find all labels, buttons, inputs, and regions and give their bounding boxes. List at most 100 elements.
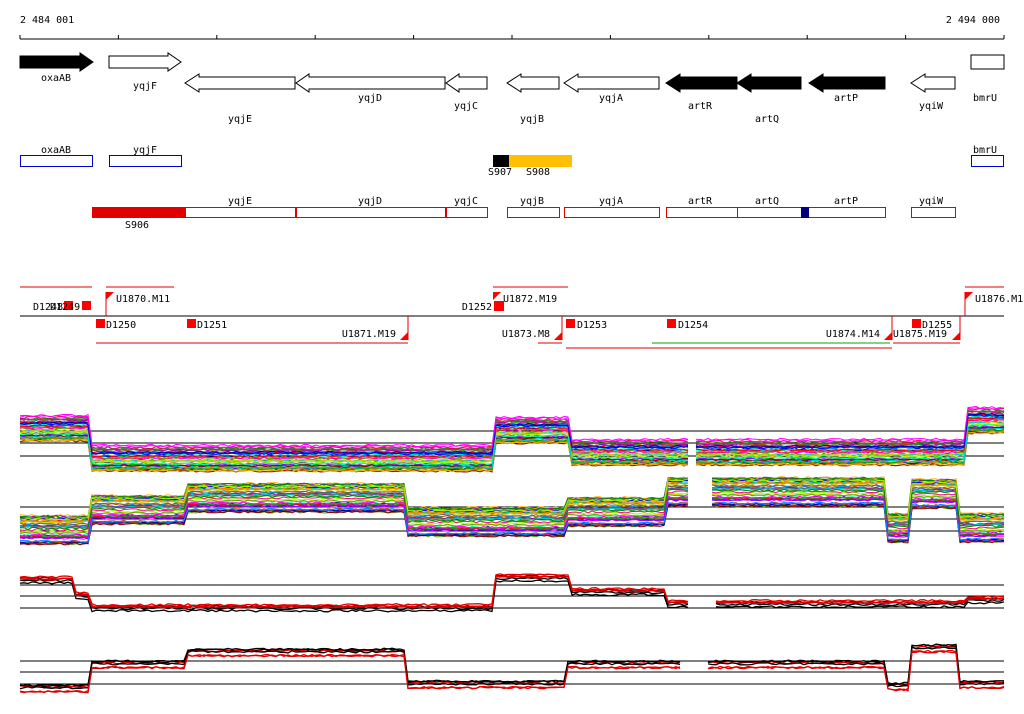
plus-feature-bmrU[interactable] [971, 155, 1004, 167]
plus-feature-track: oxaAB yqjF bmrU S907 S908 [20, 145, 1004, 178]
marker-D1255[interactable] [912, 319, 921, 328]
expression-trace [19, 650, 681, 690]
gene-arrow-yqjB[interactable] [506, 73, 560, 93]
expression-trace [711, 495, 1005, 535]
gene-arrow-artQ[interactable] [736, 73, 802, 93]
gene-arrow-yqjE[interactable] [184, 73, 296, 93]
gene-arrow-yqjD[interactable] [295, 73, 446, 93]
gene-arrow-yqjA[interactable] [563, 73, 660, 93]
lower-marker-label-U1871.M19: U1871.M19 [342, 329, 396, 340]
minus-feature-yqjD[interactable] [296, 207, 446, 218]
lower-marker-label-D1253: D1253 [577, 320, 607, 331]
marker-D1254[interactable] [667, 319, 676, 328]
expression-trace [711, 481, 1005, 521]
expression-trace [19, 439, 689, 473]
expression-trace [19, 504, 689, 546]
expression-trace [711, 488, 1005, 528]
upper-marker-shapes [64, 292, 973, 316]
gene-label-artP: artP [834, 93, 858, 104]
expression-trace [711, 490, 1005, 530]
minus-feature-artP[interactable] [801, 207, 886, 218]
lower-marker-label-D1251: D1251 [197, 320, 227, 331]
gene-label-oxaAB: oxaAB [41, 73, 71, 84]
minus-feature-yqjC[interactable] [446, 207, 488, 218]
plus-feature-yqjF[interactable] [109, 155, 182, 167]
marker-U1870.M11[interactable] [106, 292, 114, 300]
expression-trace [19, 653, 681, 694]
gene-label-yqjD: yqjD [358, 93, 382, 104]
expression-trace [19, 425, 689, 460]
expression-trace [19, 432, 689, 466]
gene-label-bmrU: bmrU [973, 93, 997, 104]
marker-D1251[interactable] [187, 319, 196, 328]
coordinate-ruler: 2 484 001 2 494 000 [19, 15, 1005, 40]
expression-trace [707, 649, 1005, 692]
marker-U1872.M19[interactable] [493, 292, 501, 300]
expression-trace [711, 496, 1005, 536]
s907-feature[interactable] [493, 155, 509, 167]
marker-U1876.M11[interactable] [965, 292, 973, 300]
expression-trace [695, 428, 1005, 465]
expression-trace [711, 487, 1005, 527]
lower-marker-label-U1875.M19: U1875.M19 [893, 329, 947, 340]
lower-marker-label-D1250: D1250 [106, 320, 136, 331]
gene-arrow-oxaAB[interactable] [19, 52, 94, 72]
marker-U1875.M19[interactable] [952, 332, 960, 340]
gene-arrow-artP[interactable] [808, 73, 886, 93]
minus-feature-label-artR: artR [688, 196, 713, 207]
expression-trace [711, 479, 1005, 519]
minus-feature-track: S906 yqjE yqjD yqjC yqjB yqjA artR artQ … [92, 196, 956, 231]
upper-marker-label-D1249: D1249 [50, 302, 80, 313]
marker-D1249[interactable] [82, 301, 91, 310]
expression-trace [19, 576, 689, 611]
minus-feature-yqjB[interactable] [507, 207, 560, 218]
minus-feature-label-yqjE: yqjE [228, 196, 252, 207]
expression-trace [711, 491, 1004, 531]
minus-feature-yqiW[interactable] [911, 207, 956, 218]
expression-panel-minus-multi [19, 476, 1005, 546]
marker-D1253[interactable] [566, 319, 575, 328]
s908-feature[interactable] [509, 155, 572, 167]
minus-feature-yqjE[interactable] [185, 207, 296, 218]
gene-arrow-yqjF[interactable] [108, 52, 182, 72]
expression-trace [695, 422, 1005, 458]
lower-marker-shapes [96, 316, 961, 340]
minus-feature-label-artP: artP [834, 196, 858, 207]
gene-arrow-artR[interactable] [665, 73, 738, 93]
expression-trace [19, 647, 681, 687]
minus-feature-label-yqiW: yqiW [919, 196, 944, 207]
expression-trace [19, 654, 681, 694]
lower-marker-label-D1254: D1254 [678, 320, 708, 331]
expression-trace [19, 495, 689, 537]
expression-trace [695, 405, 1005, 441]
s907-label: S907 [488, 167, 512, 178]
gene-label-artR: artR [688, 101, 713, 112]
marker-U1874.M14[interactable] [884, 332, 892, 340]
gene-label-yqjF: yqjF [133, 81, 157, 92]
ruler-ticks [19, 35, 1005, 39]
marker-D1248[interactable] [64, 301, 73, 310]
minus-feature-label-yqjA: yqjA [599, 196, 623, 207]
gene-arrow-bmrU[interactable] [970, 54, 1005, 70]
minus-feature-artQ[interactable] [737, 207, 802, 218]
expression-trace [695, 427, 1005, 463]
marker-U1871.M19[interactable] [400, 332, 408, 340]
gene-arrow-yqjC[interactable] [445, 73, 488, 93]
marker-U1873.M8[interactable] [554, 332, 562, 340]
expression-trace [695, 408, 1005, 444]
marker-D1250[interactable] [96, 319, 105, 328]
expression-trace [19, 493, 689, 535]
plus-feature-label-bmrU: bmrU [973, 145, 997, 156]
expression-trace [695, 409, 1005, 445]
s906-feature[interactable] [92, 207, 185, 218]
expression-trace [19, 484, 689, 526]
gene-label-yqjB: yqjB [520, 114, 544, 125]
minus-feature-yqjA[interactable] [564, 207, 660, 218]
expression-trace [19, 424, 689, 458]
minus-feature-artR[interactable] [666, 207, 738, 218]
minus-feature-label-artQ: artQ [755, 196, 779, 207]
minus-feature-label-yqjD: yqjD [358, 196, 382, 207]
gene-arrow-yqiW[interactable] [910, 73, 956, 93]
marker-D1252[interactable] [494, 301, 504, 311]
plus-feature-oxaAB[interactable] [20, 155, 93, 167]
